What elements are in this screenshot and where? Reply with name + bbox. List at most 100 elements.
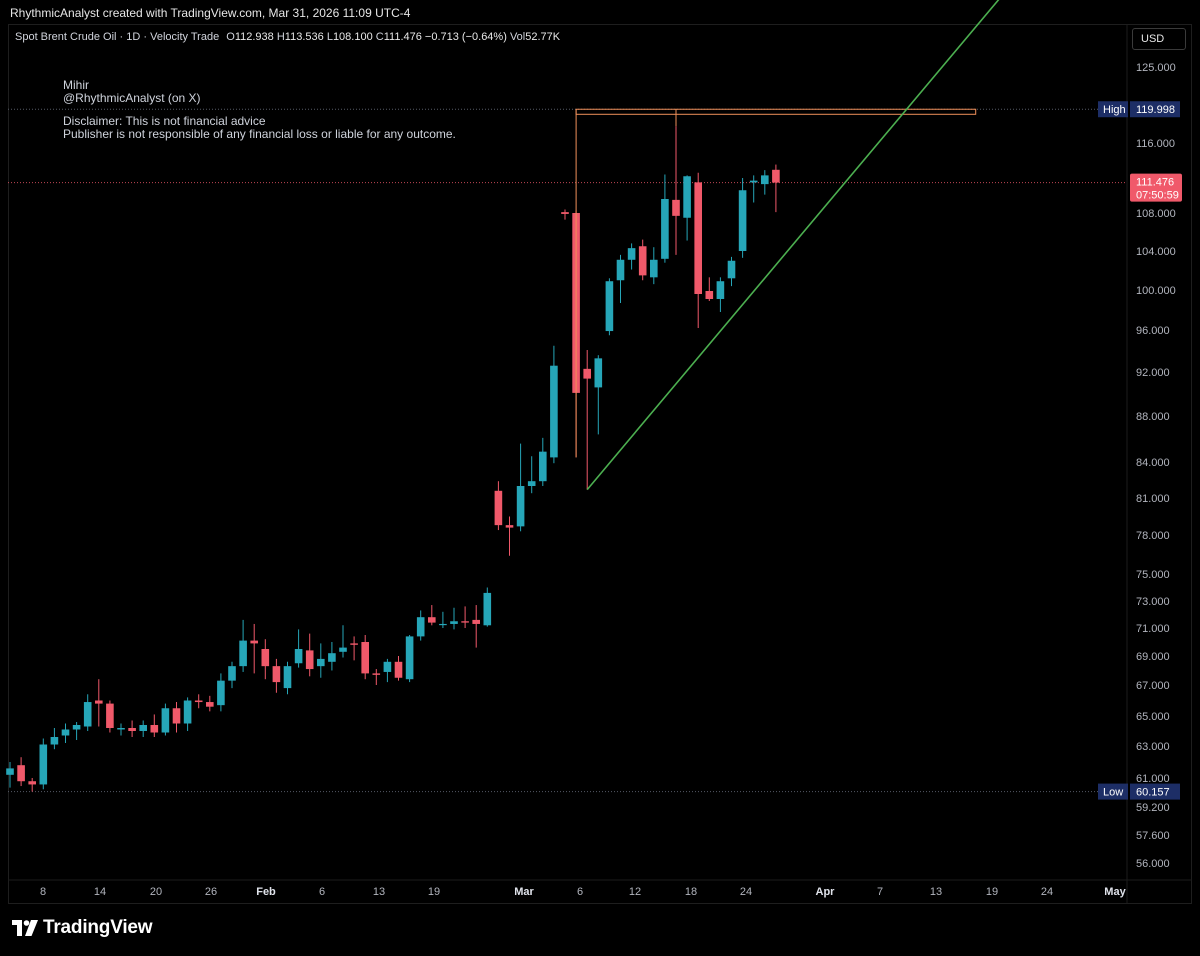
candle [428, 605, 436, 626]
time-tick-label: 13 [930, 886, 942, 898]
symbol-name: Spot Brent Crude Oil · 1D · Velocity Tra… [15, 31, 220, 43]
time-tick-label: 20 [150, 886, 162, 898]
candle-body [305, 650, 314, 670]
candle [172, 702, 181, 733]
price-tick-label: 88.000 [1136, 411, 1170, 423]
candle-body [483, 592, 492, 626]
chart-pane[interactable] [8, 24, 1192, 904]
candle [738, 178, 747, 258]
time-tick-label: 7 [877, 886, 883, 898]
candle-body [206, 702, 214, 707]
candle-body [494, 490, 503, 526]
candle-body [317, 658, 325, 667]
candle-body [627, 248, 636, 260]
candle-body [539, 451, 547, 482]
time-tick-label: 14 [94, 886, 106, 898]
candle-body [172, 708, 181, 724]
trendline [586, 0, 1000, 491]
high-value: 113.536 [284, 31, 324, 43]
candle-body [28, 781, 36, 785]
candle [194, 694, 203, 709]
candle [183, 697, 192, 731]
candle-body [294, 649, 303, 664]
candle-body [505, 525, 514, 528]
candle [550, 345, 558, 464]
candle-body [428, 617, 436, 623]
candle-body [194, 700, 203, 703]
candle [705, 277, 714, 301]
low-marker-label-bg [1098, 783, 1128, 800]
price-tick-label: 73.000 [1136, 596, 1170, 608]
time-tick-label: Feb [256, 886, 276, 898]
candle-body [283, 666, 292, 689]
candle [516, 443, 525, 532]
grid-lines [8, 25, 1192, 903]
high-label: H [276, 31, 285, 43]
high-marker-value: 119.998 [1136, 104, 1175, 116]
close-value: 111.476 [383, 31, 422, 43]
candle [672, 126, 680, 255]
candle-body [550, 365, 558, 458]
tradingview-logo-icon [12, 920, 38, 936]
candle-body [605, 281, 614, 332]
candle [761, 170, 769, 195]
vol-value: 52.77K [525, 31, 561, 43]
price-tick-label: 96.000 [1136, 325, 1170, 337]
high-marker-label-bg [1098, 101, 1128, 118]
time-tick-label: 13 [373, 886, 385, 898]
candle-body [705, 291, 714, 299]
candle-body [594, 358, 603, 388]
brand-name: TradingView [43, 917, 153, 938]
candle [661, 174, 669, 263]
candle [150, 714, 159, 737]
low-marker-value-bg [1130, 783, 1180, 800]
price-tick-label: 67.000 [1136, 680, 1170, 692]
candle [350, 636, 358, 661]
candles [6, 126, 780, 792]
time-tick-label: 24 [1041, 886, 1053, 898]
time-tick-label: 6 [577, 886, 583, 898]
price-tick-label: 61.000 [1136, 773, 1170, 785]
candle [383, 658, 392, 683]
candle-body [61, 729, 70, 736]
candle [228, 661, 236, 689]
candle [616, 254, 625, 303]
time-tick-label: 26 [205, 886, 217, 898]
candle [128, 720, 136, 737]
price-tick-label: 78.000 [1136, 530, 1170, 542]
vol-label: Vol [509, 31, 526, 43]
candle-body [694, 182, 702, 294]
candle-body [183, 700, 192, 724]
disclaimer-line-1: Disclaimer: This is not financial advice [63, 114, 266, 128]
candle-body [661, 199, 669, 259]
candle [394, 656, 403, 681]
candle-body [461, 621, 469, 623]
candle [72, 722, 81, 740]
drawings [575, 0, 1000, 491]
last-price-badge [1130, 173, 1182, 202]
price-tick-label: 75.000 [1136, 569, 1170, 581]
author-handle: @RhythmicAnalyst (on X) [63, 91, 201, 105]
candle [217, 673, 225, 712]
candle-body [6, 768, 14, 775]
price-tick-label: 108.000 [1136, 208, 1176, 220]
candle [206, 695, 214, 712]
candle [372, 669, 381, 685]
candle-body [217, 680, 225, 706]
candle-body [650, 259, 658, 278]
candle [527, 456, 536, 494]
candle [17, 757, 25, 787]
currency-button[interactable]: USD [1132, 28, 1186, 50]
candle-body [328, 653, 336, 662]
time-tick-label: 18 [685, 886, 697, 898]
candle [627, 243, 636, 270]
candle-body [738, 190, 747, 251]
candle [106, 700, 114, 733]
price-tick-label: 63.000 [1136, 741, 1170, 753]
candle-body [638, 246, 647, 276]
candle-body [727, 260, 736, 279]
candle-body [450, 621, 458, 624]
candle [239, 619, 247, 672]
price-tick-label: 59.200 [1136, 802, 1170, 814]
